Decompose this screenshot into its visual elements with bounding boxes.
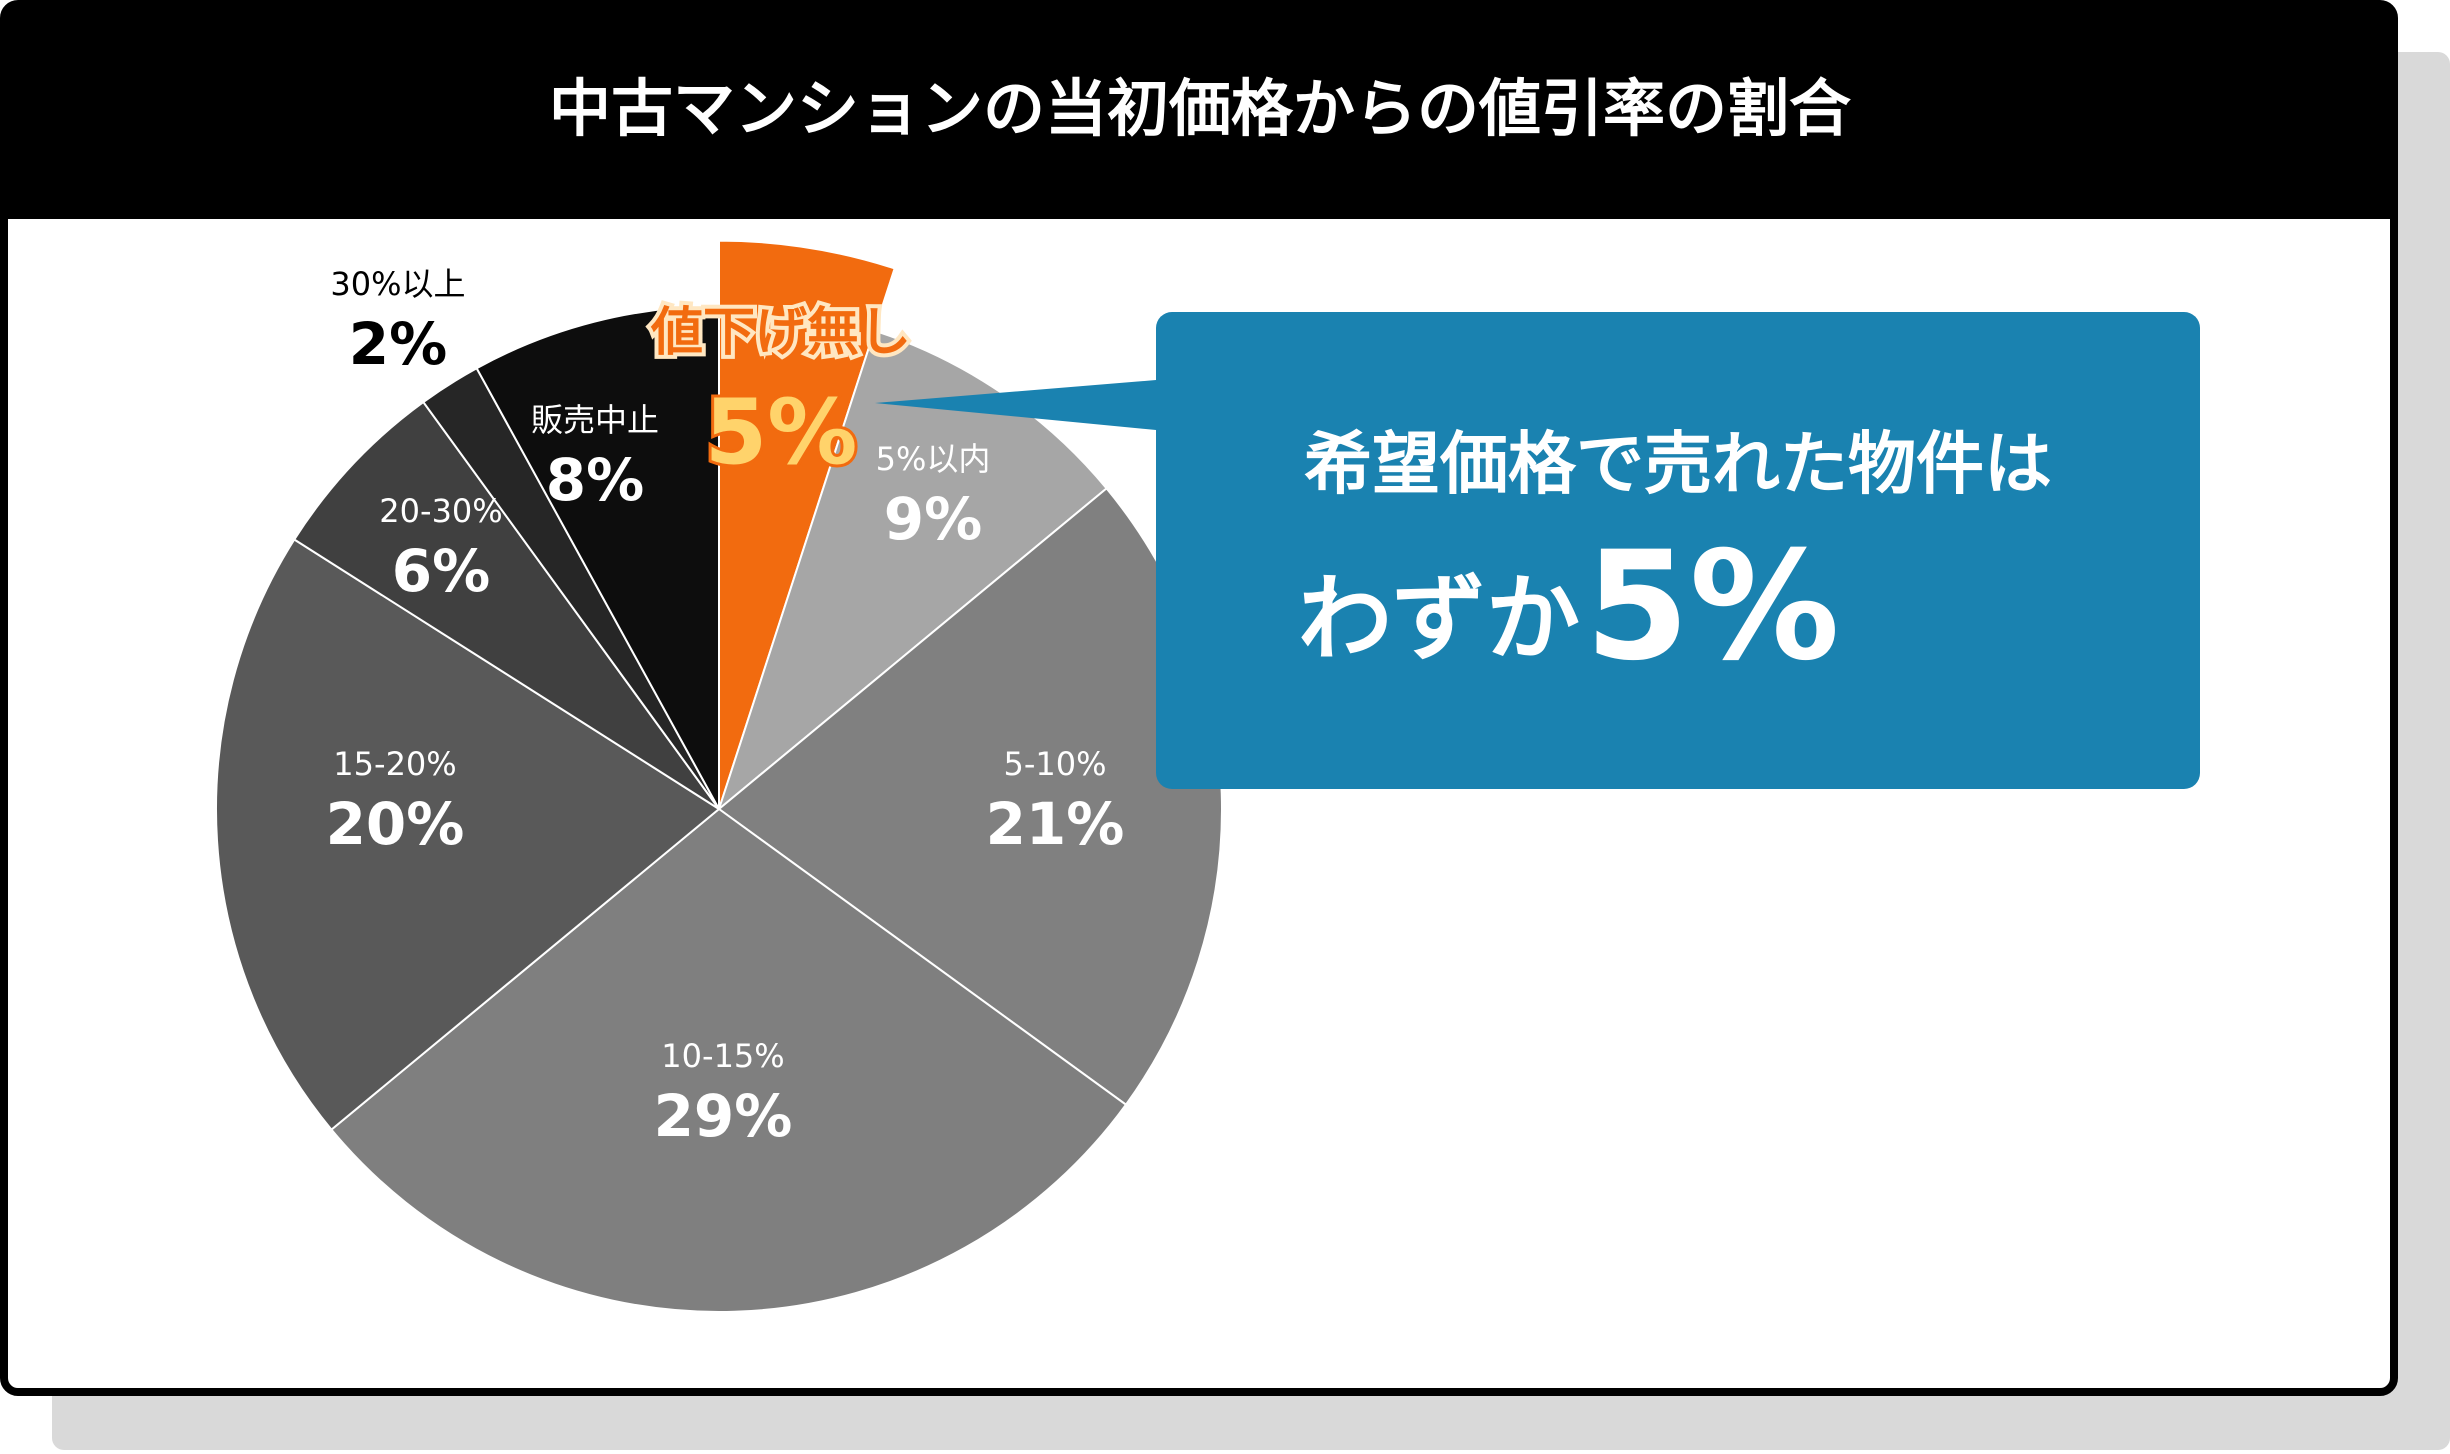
slice-name: 20-30% bbox=[379, 492, 502, 530]
callout-box bbox=[1156, 312, 2200, 789]
slice-value: 9% bbox=[884, 485, 982, 553]
slice-name: 販売中止 bbox=[531, 401, 659, 439]
callout-pointer bbox=[875, 380, 1156, 430]
slice-value: 8% bbox=[546, 446, 644, 514]
slice-name: 5-10% bbox=[1003, 745, 1106, 783]
pie-slice bbox=[717, 486, 1223, 1107]
slice-name: 15-20% bbox=[333, 745, 456, 783]
slice-value: 21% bbox=[986, 790, 1125, 858]
pie-slice bbox=[330, 807, 1128, 1313]
title-bar bbox=[4, 4, 2394, 219]
slice-value: 2% bbox=[349, 310, 447, 378]
slice-value: 5% bbox=[705, 380, 858, 485]
chart-title: 中古マンションの当初価格からの値引率の割合 bbox=[549, 72, 1851, 145]
pie-slice bbox=[215, 538, 721, 1132]
pie-slice bbox=[292, 400, 720, 810]
callout-text: 希望価格で売れた物件は bbox=[1304, 426, 2052, 505]
pie-slice bbox=[475, 304, 720, 810]
slice-name: 5%以内 bbox=[876, 440, 991, 478]
slice-name: 30%以上 bbox=[330, 265, 465, 303]
pie bbox=[215, 239, 1223, 1313]
callout-highlight: 5% bbox=[1585, 520, 1840, 694]
slice-name: 値下げ無し bbox=[650, 303, 911, 363]
slice-value: 6% bbox=[392, 537, 490, 605]
slice-value: 20% bbox=[326, 790, 465, 858]
callout-text: わずか bbox=[1298, 565, 1580, 674]
slice-value: 29% bbox=[654, 1082, 793, 1150]
slice-name: 10-15% bbox=[661, 1037, 784, 1075]
pie-slice bbox=[718, 239, 896, 810]
